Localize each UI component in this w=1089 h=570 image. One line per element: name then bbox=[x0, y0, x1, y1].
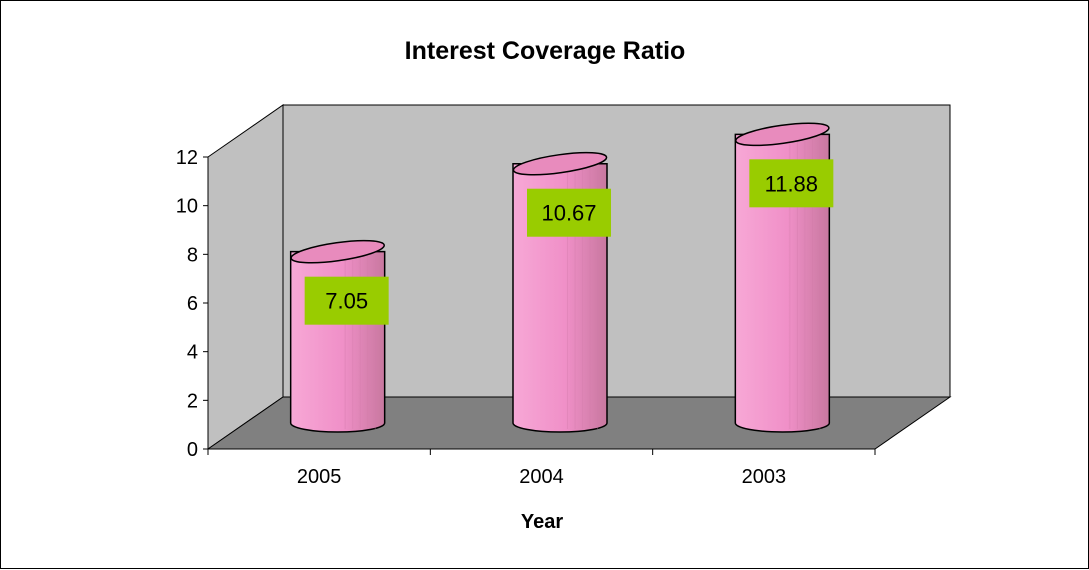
data-label-bg bbox=[304, 276, 389, 325]
y-tick-label: 6 bbox=[187, 293, 198, 315]
bar-top bbox=[735, 122, 830, 147]
y-tick-label: 2 bbox=[187, 390, 198, 412]
data-label-text: 10.67 bbox=[541, 201, 596, 226]
x-axis-title: Year bbox=[521, 511, 563, 533]
x-tick-label: 2005 bbox=[297, 466, 342, 488]
data-labels: 7.05 10.67 11.88 bbox=[304, 159, 834, 325]
bar-2005 bbox=[289, 239, 386, 433]
data-label-2004: 10.67 bbox=[527, 188, 611, 237]
x-tick-label: 2004 bbox=[519, 466, 564, 488]
data-label-text: 7.05 bbox=[325, 289, 368, 314]
x-ticks: 2005 2004 2003 bbox=[207, 449, 876, 488]
x-axis: 2005 2004 2003 bbox=[207, 448, 876, 488]
y-tick-label: 10 bbox=[176, 196, 198, 218]
data-label-text: 11.88 bbox=[765, 171, 818, 196]
data-label-2005: 7.05 bbox=[304, 276, 389, 325]
bar-top bbox=[512, 151, 608, 176]
y-ticks: 0 2 4 6 8 10 12 bbox=[176, 147, 208, 461]
x-tick-label: 2003 bbox=[742, 466, 787, 488]
y-axis: 0 2 4 6 8 10 12 bbox=[176, 147, 209, 461]
y-tick-label: 8 bbox=[187, 244, 198, 266]
bar-top bbox=[290, 239, 385, 264]
y-tick-label: 12 bbox=[176, 147, 198, 169]
data-label-bg bbox=[527, 188, 611, 237]
y-tick-label: 0 bbox=[187, 439, 198, 461]
side-wall bbox=[207, 104, 284, 450]
chart-title: Interest Coverage Ratio bbox=[405, 37, 686, 65]
y-tick-label: 4 bbox=[187, 342, 198, 364]
bar-body bbox=[734, 133, 831, 433]
data-label-2003: 11.88 bbox=[749, 159, 834, 208]
data-label-bg bbox=[749, 159, 834, 208]
